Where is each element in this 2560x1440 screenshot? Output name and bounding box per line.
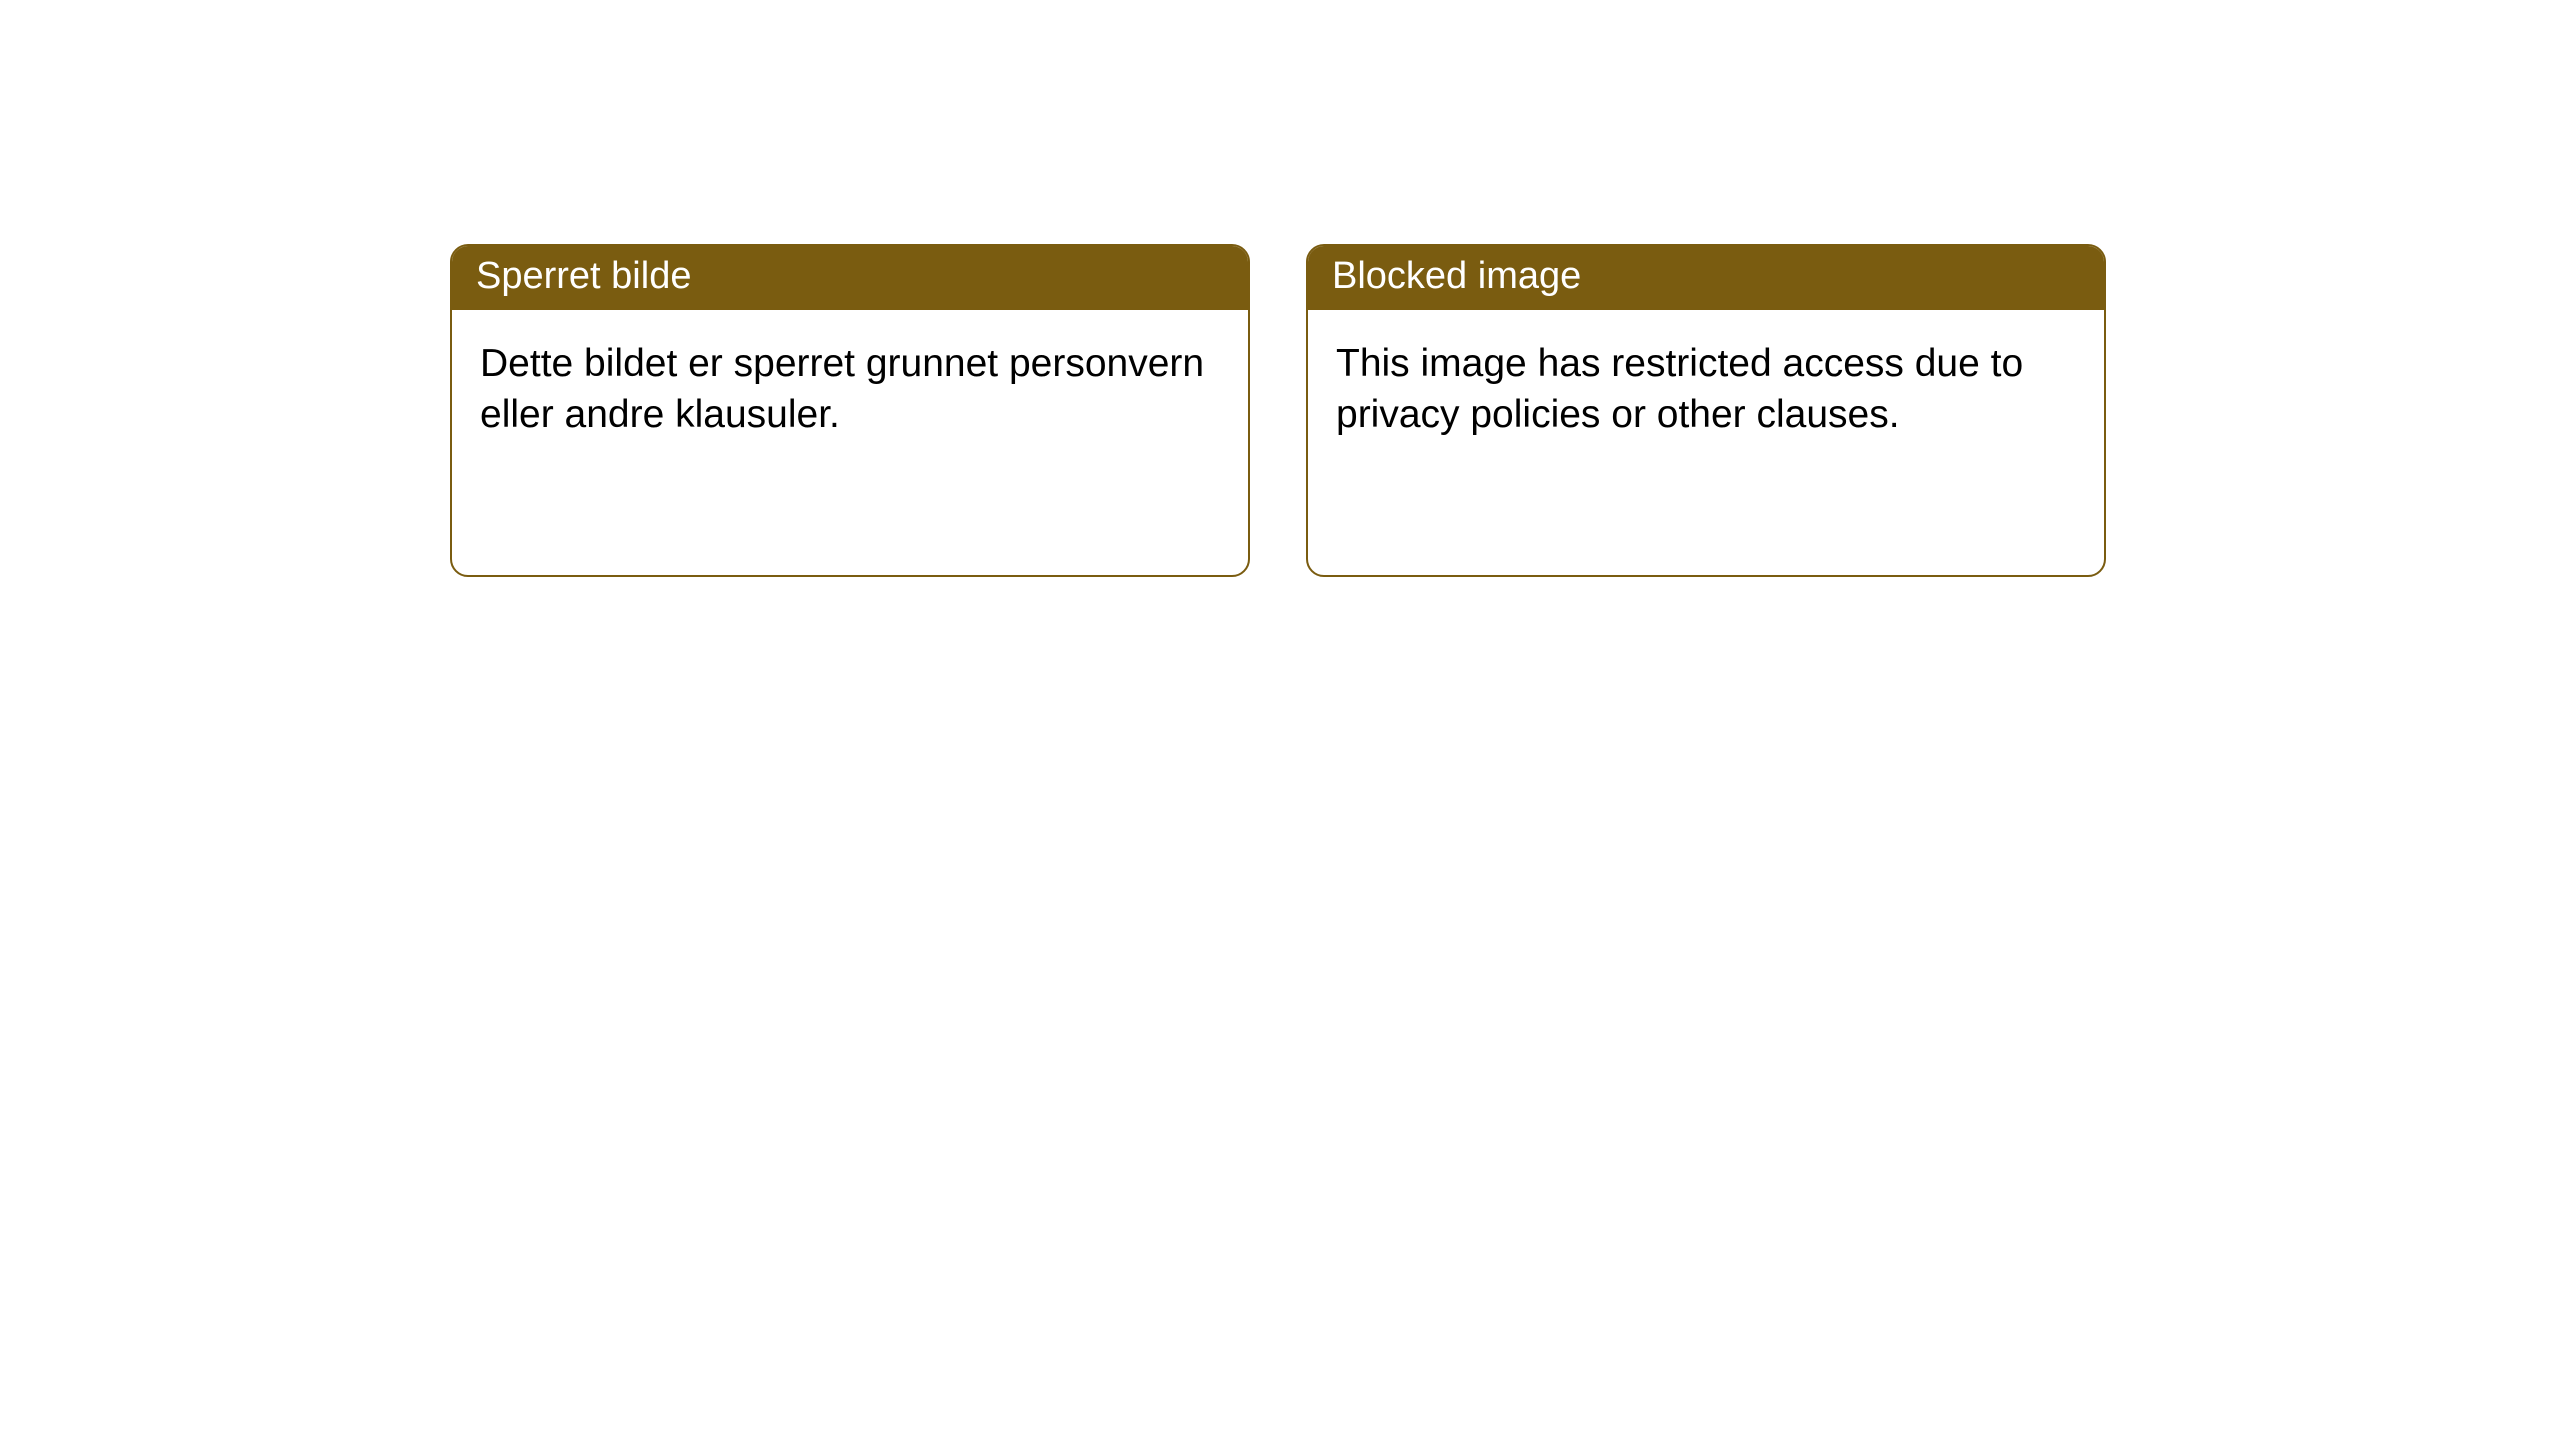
notice-header: Blocked image [1308, 246, 2104, 310]
notice-body: This image has restricted access due to … [1308, 310, 2104, 470]
notice-body: Dette bildet er sperret grunnet personve… [452, 310, 1248, 470]
notice-card-english: Blocked image This image has restricted … [1306, 244, 2106, 577]
notice-card-norwegian: Sperret bilde Dette bildet er sperret gr… [450, 244, 1250, 577]
notice-container: Sperret bilde Dette bildet er sperret gr… [450, 244, 2106, 577]
notice-header: Sperret bilde [452, 246, 1248, 310]
